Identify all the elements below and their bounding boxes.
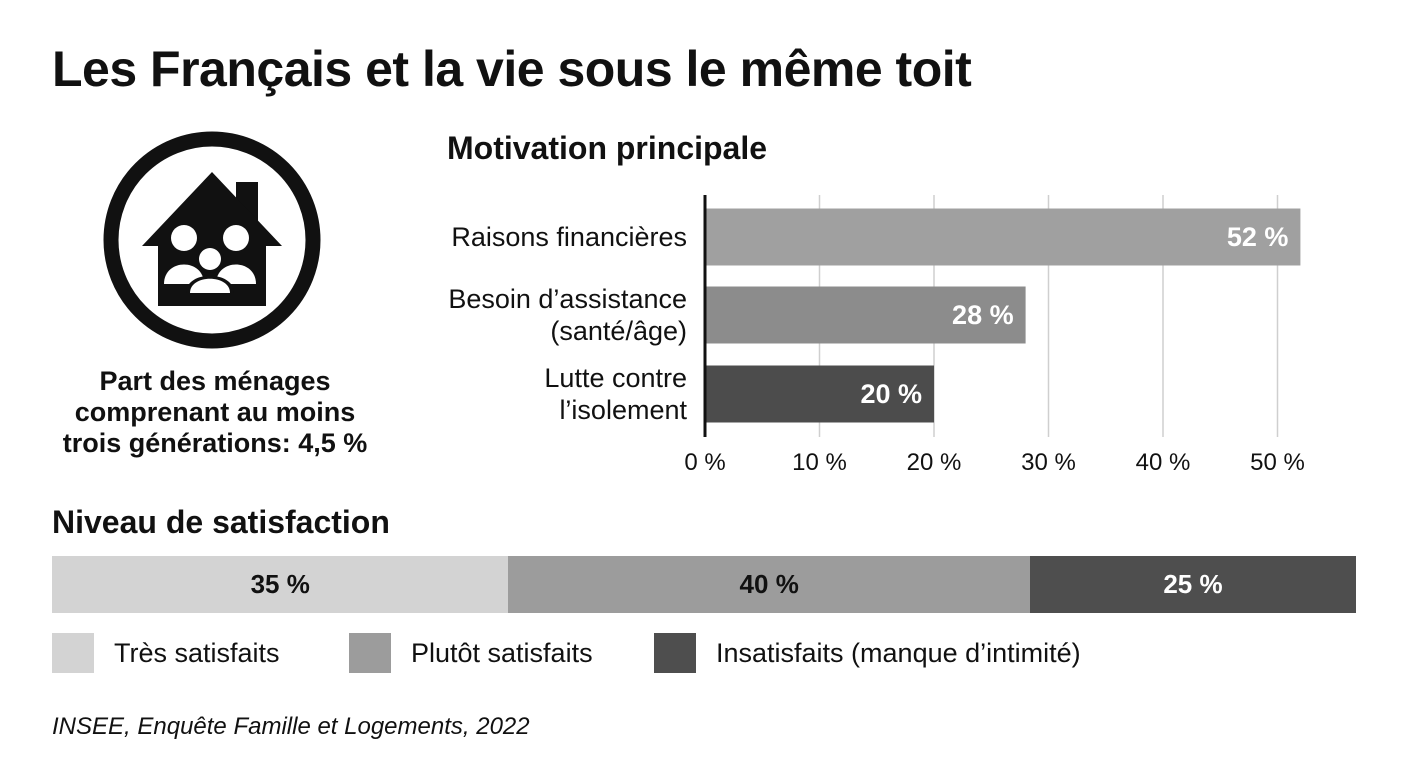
house-family-icon [103, 131, 321, 349]
bar-value-label: 52 % [1227, 222, 1289, 252]
category-label: Lutte contre [544, 363, 687, 393]
legend-item: Très satisfaits [52, 633, 280, 673]
satisfaction-chart-title: Niveau de satisfaction [52, 504, 390, 540]
legend-label: Insatisfaits (manque d’intimité) [716, 637, 1081, 668]
motivation-chart: 0 % 10 % 20 % 30 % 40 % 50 % 52 % Raisons finan… [448, 195, 1305, 476]
motivation-chart-title: Motivation principale [447, 130, 768, 166]
bar-value-label: 20 % [860, 379, 922, 409]
segment-value-label: 25 % [1163, 569, 1223, 599]
legend-item: Insatisfaits (manque d’intimité) [654, 633, 1081, 673]
legend-swatch [349, 633, 391, 673]
x-tick-label: 50 % [1250, 449, 1305, 476]
bar [705, 208, 1301, 266]
satisfaction-legend: Très satisfaits Plutôt satisfaits Insatisf… [52, 633, 1372, 673]
bar [705, 365, 934, 423]
segment-value-label: 40 % [739, 569, 799, 599]
legend-label: Plutôt satisfaits [411, 637, 593, 668]
legend-item: Plutôt satisfaits [349, 633, 593, 673]
x-tick-label: 30 % [1021, 449, 1076, 476]
household-stat: Part des ménages comprenant au moins tro… [40, 366, 390, 459]
legend-swatch [52, 633, 94, 673]
segment-value-label: 35 % [250, 569, 310, 599]
legend-swatch [654, 633, 696, 673]
bar [705, 286, 1026, 344]
x-tick-label: 0 % [684, 449, 725, 476]
household-stat-line: comprenant au moins [74, 397, 356, 427]
household-stat-line: trois générations: 4,5 % [62, 428, 368, 458]
satisfaction-segment: 40 % [508, 556, 1030, 613]
page-title: Les Français et la vie sous le même toit [52, 41, 972, 97]
satisfaction-stacked-bar: 35 % 40 % 25 % [52, 556, 1356, 613]
satisfaction-segment: 35 % [52, 556, 509, 613]
household-stat-line: Part des ménages [99, 366, 331, 396]
source-note: INSEE, Enquête Famille et Logements, 202… [52, 713, 530, 740]
category-label: (santé/âge) [550, 316, 687, 346]
x-tick-label: 10 % [792, 449, 847, 476]
x-tick-label: 20 % [907, 449, 962, 476]
satisfaction-segment: 25 % [1029, 556, 1356, 613]
category-label: l’isolement [559, 395, 687, 425]
bar-value-label: 28 % [952, 300, 1014, 330]
legend-label: Très satisfaits [114, 637, 280, 668]
category-label: Raisons financières [451, 222, 687, 252]
category-label: Besoin d’assistance [448, 284, 687, 314]
x-tick-label: 40 % [1136, 449, 1191, 476]
